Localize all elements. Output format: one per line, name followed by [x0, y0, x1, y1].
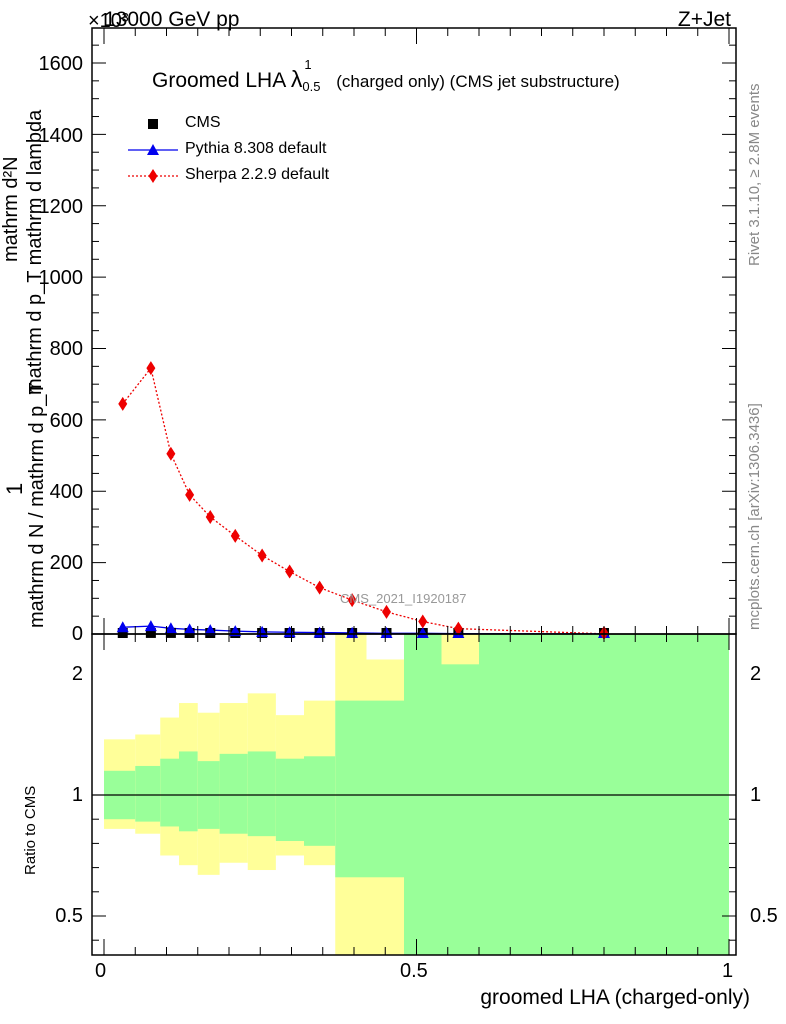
- legend-label-sherpa: Sherpa 2.2.9 default: [185, 166, 330, 183]
- title-subscript: 0.5: [302, 79, 321, 94]
- axis-exponent: ×10³: [88, 10, 129, 32]
- inner-band-bin-10: [366, 700, 404, 878]
- xtick-0: 0: [95, 960, 107, 982]
- x-axis-label: groomed LHA (charged-only): [480, 986, 750, 1009]
- ytick-ratio-1: 1: [71, 784, 83, 806]
- legend-pythia-marker: [147, 144, 159, 155]
- ytick-top-200: 200: [49, 552, 83, 574]
- pythia-point-10: [380, 627, 393, 638]
- title-superscript: 1: [304, 57, 312, 72]
- pythia-point-11: [416, 627, 429, 638]
- sherpa-point-1: [146, 361, 156, 376]
- rivet-version: Rivet 3.1.10, ≥ 2.8M events: [746, 83, 763, 267]
- sherpa-point-8: [315, 580, 325, 595]
- ytick-ratio-right-2: 2: [750, 663, 762, 685]
- pythia-point-3: [183, 623, 196, 635]
- sherpa-point-0: [118, 396, 128, 411]
- process-label: Z+Jet: [677, 8, 731, 31]
- sherpa-point-2: [166, 446, 176, 461]
- mcplots-reference: mcplots.cern.ch [arXiv:1306.3436]: [746, 403, 763, 630]
- title-main: Groomed LHA: [152, 69, 286, 92]
- pythia-point-4: [204, 624, 217, 636]
- inner-band-bin-7: [275, 758, 304, 841]
- xtick-1: 1: [722, 960, 734, 982]
- legend-cms-marker: [148, 119, 158, 129]
- cms-point-1: [145, 627, 156, 638]
- cms-point-0: [117, 628, 128, 638]
- sherpa-point-7: [285, 564, 295, 579]
- pythia-point-0: [116, 621, 129, 633]
- ylabel-numerator: 1: [2, 482, 27, 495]
- sherpa-point-10: [382, 604, 391, 619]
- ytick-top-0: 0: [71, 623, 83, 645]
- ytick-top-800: 800: [49, 338, 83, 360]
- inner-band-bin-9: [335, 700, 367, 878]
- inner-band-bin-2: [160, 758, 179, 827]
- sherpa-point-11: [418, 614, 428, 629]
- pythia-point-9: [346, 626, 359, 638]
- legend-sherpa-marker: [148, 169, 158, 183]
- inner-band-bin-6: [247, 751, 276, 837]
- analysis-watermark: CMS_2021_I1920187: [340, 591, 467, 606]
- legend-label-pythia: Pythia 8.308 default: [185, 140, 327, 157]
- axis-ticks: [92, 28, 736, 955]
- ytick-top-400: 400: [49, 481, 83, 503]
- inner-band-bin-5: [219, 753, 248, 834]
- sherpa-point-4: [205, 509, 215, 524]
- ytick-ratio-0.5: 0.5: [55, 905, 83, 927]
- ytick-ratio-2: 2: [71, 663, 83, 685]
- sherpa-point-5: [230, 528, 240, 543]
- energy-label: 13000 GeV pp: [104, 8, 240, 31]
- title-tail: (charged only) (CMS jet substructure): [336, 72, 620, 91]
- ylabel-frac-denominator: mathrm d p_T mathrm d lambda: [24, 109, 46, 395]
- plot-title: Groomed LHA λ 1 0.5 (charged only) (CMS …: [152, 57, 620, 94]
- inner-band-bin-8: [304, 756, 336, 846]
- ytick-top-1400: 1400: [38, 125, 84, 147]
- ytick-ratio-right-0.5: 0.5: [750, 905, 778, 927]
- sherpa-point-6: [257, 548, 267, 563]
- sherpa-point-3: [185, 487, 195, 502]
- title-symbol: λ: [290, 66, 303, 92]
- ytick-top-600: 600: [49, 410, 83, 432]
- inner-band-bin-12: [441, 664, 479, 955]
- inner-band-bin-1: [135, 765, 161, 822]
- ytick-top-1600: 1600: [38, 53, 84, 75]
- pythia-point-2: [164, 622, 177, 634]
- ylabel-denominator: mathrm d N / mathrm d p_T: [26, 382, 48, 628]
- sherpa-point-9: [347, 593, 357, 608]
- sherpa-point-12: [453, 621, 463, 636]
- ytick-top-1000: 1000: [38, 267, 84, 289]
- ytick-top-1200: 1200: [38, 196, 84, 218]
- y-axis-label-ratio: Ratio to CMS: [22, 785, 39, 875]
- pythia-line: [122, 625, 605, 635]
- legend-label-cms: CMS: [185, 114, 221, 131]
- legend-markers: [128, 119, 178, 183]
- ylabel-frac-numerator: mathrm d²N: [0, 156, 22, 262]
- xtick-0.5: 0.5: [400, 960, 428, 982]
- ytick-ratio-right-1: 1: [750, 784, 762, 806]
- inner-band-bin-3: [179, 751, 198, 832]
- pythia-point-1: [144, 620, 157, 632]
